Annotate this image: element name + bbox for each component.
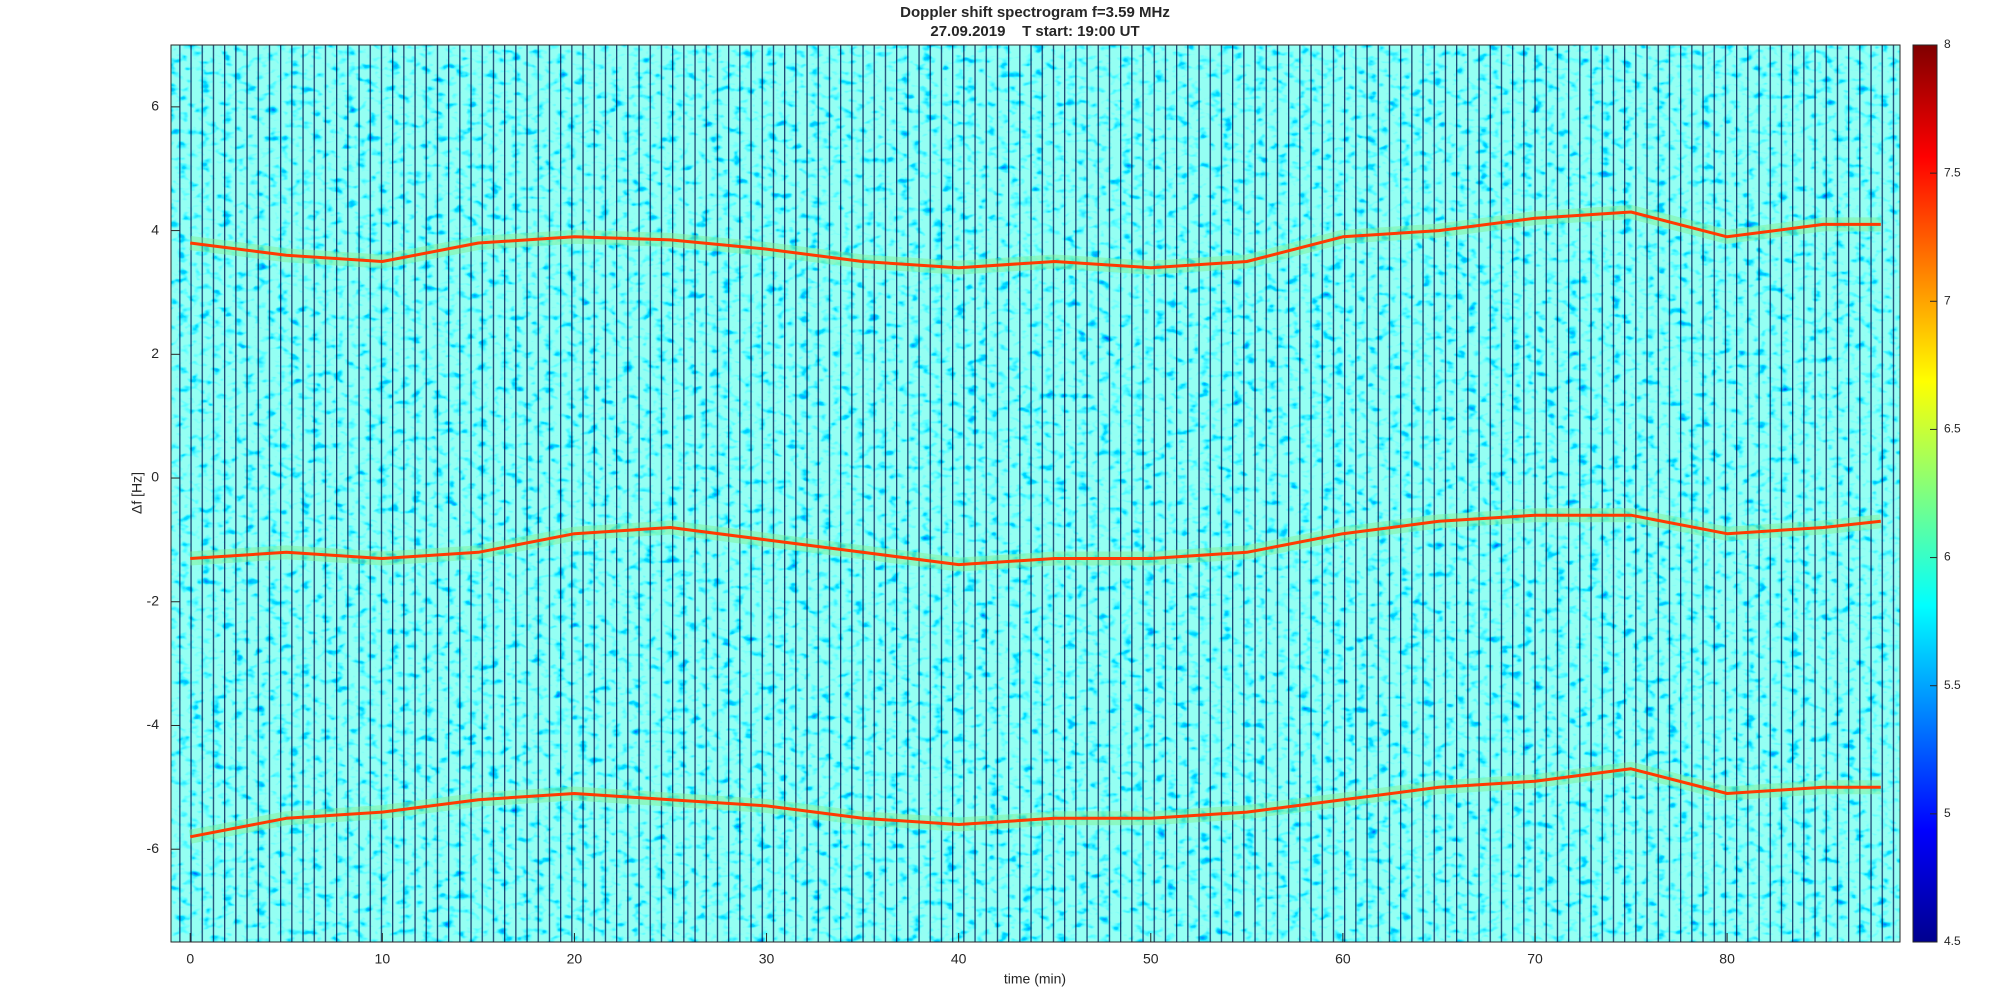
- plot-frame: [170, 44, 1901, 943]
- y-tick-label: 0: [151, 469, 159, 485]
- colorbar-tick-label: 6.5: [1944, 422, 1961, 436]
- x-tick-label: 70: [1527, 951, 1543, 967]
- trace-line: [190, 210, 1881, 270]
- x-tick-label: 20: [567, 951, 583, 967]
- colorbar: [1912, 44, 1938, 943]
- x-tick-label: 50: [1143, 951, 1159, 967]
- x-tick-label: 10: [375, 951, 391, 967]
- colorbar-tick-label: 6: [1944, 550, 1951, 564]
- chart-title: Doppler shift spectrogram f=3.59 MHz: [900, 4, 1170, 21]
- colorbar-tick-label: 7.5: [1944, 165, 1961, 179]
- y-tick-label: 2: [151, 345, 159, 361]
- x-tick-label: 60: [1335, 951, 1351, 967]
- trace-line: [190, 513, 1881, 567]
- colorbar-tick-label: 4.5: [1944, 934, 1961, 948]
- chart-subtitle: 27.09.2019 T start: 19:00 UT: [930, 23, 1139, 40]
- y-tick-label: -6: [147, 840, 160, 856]
- colorbar-tick-label: 7: [1944, 293, 1951, 307]
- y-tick-label: 4: [151, 221, 159, 237]
- colorbar-tick-label: 8: [1944, 37, 1951, 51]
- colorbar-tick-label: 5: [1944, 806, 1951, 820]
- y-tick-label: 6: [151, 98, 159, 114]
- y-axis-label: Δf [Hz]: [129, 472, 145, 514]
- spectrogram-background: [171, 45, 1900, 942]
- y-tick-label: -4: [147, 716, 160, 732]
- traces: [188, 205, 1882, 844]
- y-tick-label: -2: [147, 592, 160, 608]
- trace-line: [189, 767, 1881, 839]
- x-tick-label: 80: [1719, 951, 1735, 967]
- colorbar-tick-label: 5.5: [1944, 678, 1961, 692]
- x-tick-label: 30: [759, 951, 775, 967]
- x-tick-label: 0: [186, 951, 194, 967]
- x-axis-label: time (min): [1004, 971, 1066, 987]
- x-tick-label: 40: [951, 951, 967, 967]
